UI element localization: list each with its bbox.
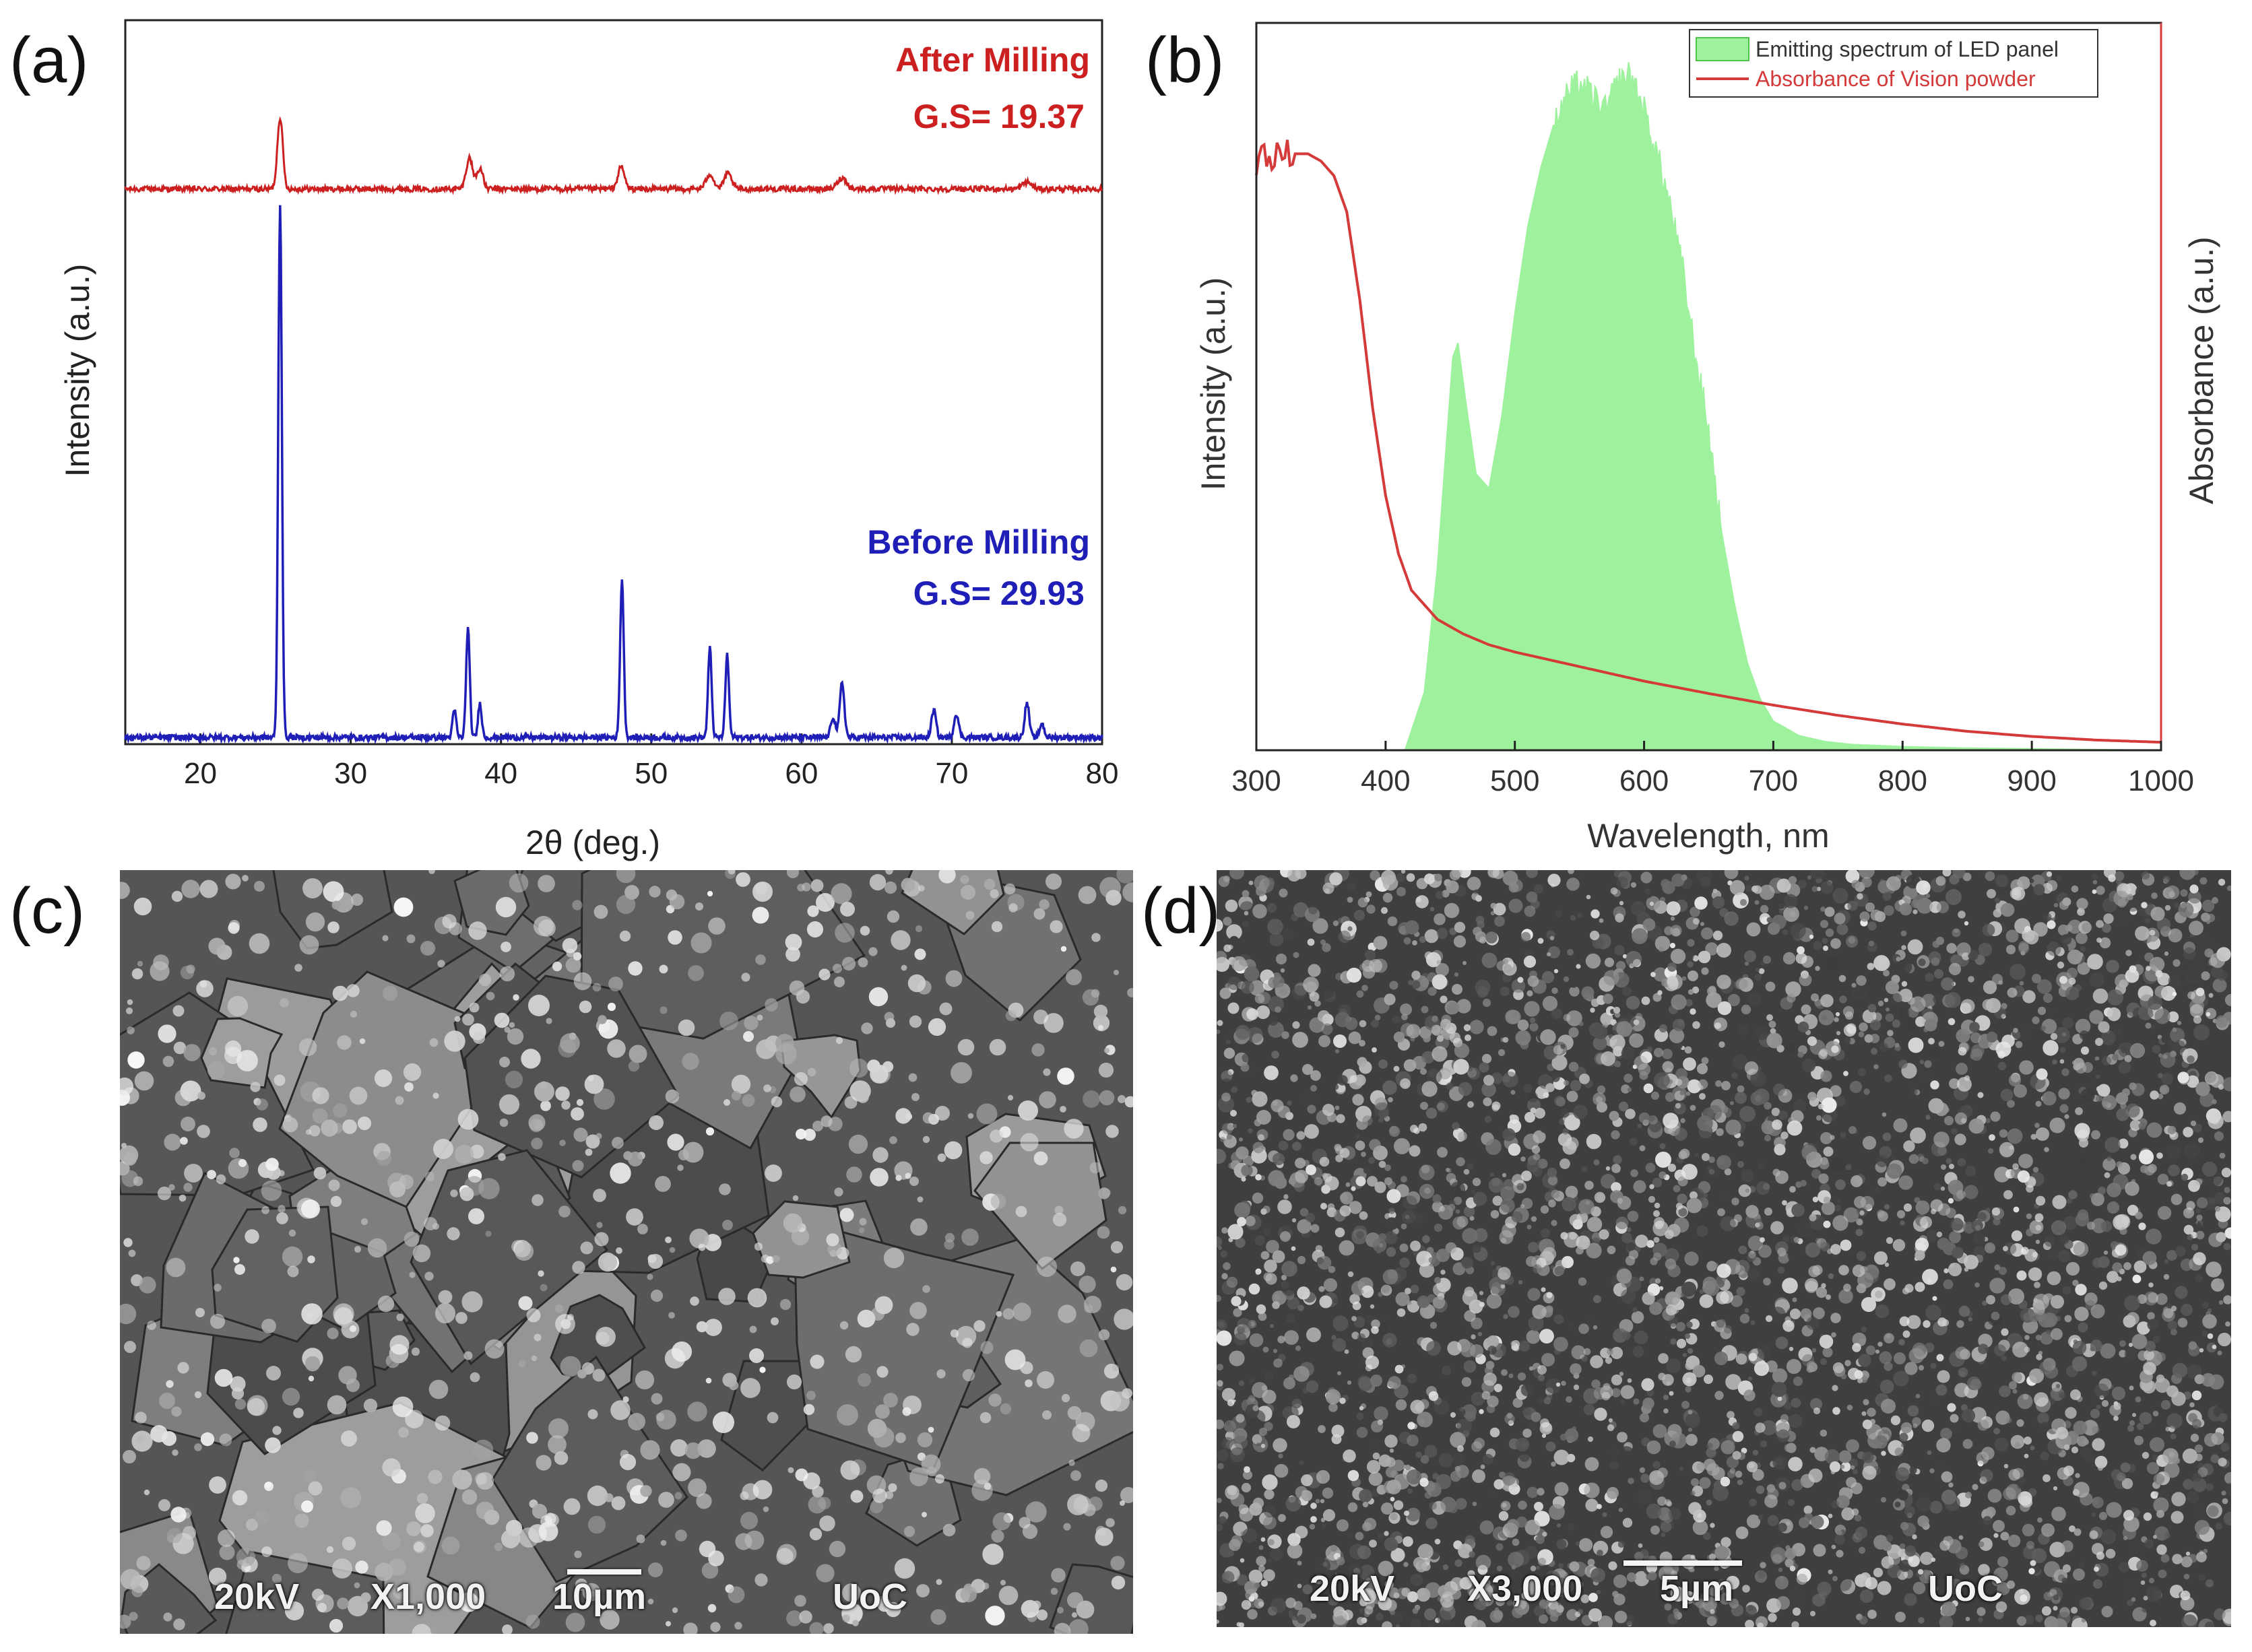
- xrd-x-tick-label-3: 50: [635, 757, 668, 790]
- sem-c-magnification: X1,000: [371, 1577, 486, 1617]
- legend-box: [1689, 29, 2098, 98]
- spectrum-x-tick-label-2: 500: [1490, 764, 1539, 797]
- before-milling-gs: G.S= 29.93: [913, 574, 1085, 612]
- xrd-x-tick-label-1: 30: [334, 757, 367, 790]
- spectrum-y-axis-right-label: Absorbance (a.u.): [2183, 236, 2220, 504]
- spectrum-chart: 300 400 500 600 700 800 900 1000 Emitting spect…: [1194, 22, 2220, 855]
- after-milling-label: After Milling: [895, 41, 1090, 79]
- spectrum-x-tick-label-3: 600: [1619, 764, 1669, 797]
- legend-absorbance-label: Absorbance of Vision powder: [1756, 67, 2036, 91]
- sem-image-c: 20kV X1,000 10µm UoC: [120, 870, 1133, 1634]
- spectrum-x-axis-label: Wavelength, nm: [1587, 817, 1829, 855]
- legend-emission-label: Emitting spectrum of LED panel: [1756, 37, 2059, 61]
- xrd-x-tick-label-6: 80: [1086, 757, 1119, 790]
- sem-d-voltage: 20kV: [1310, 1568, 1395, 1609]
- sem-d-lab: UoC: [1928, 1568, 2003, 1609]
- xrd-x-tick-label-2: 40: [484, 757, 517, 790]
- before-milling-line: [124, 205, 1103, 745]
- spectrum-x-tick-label-5: 800: [1878, 764, 1927, 797]
- spectrum-x-tick-label-1: 400: [1361, 764, 1410, 797]
- spectrum-y-axis-left-label: Intensity (a.u.): [1194, 277, 1232, 491]
- panel-label-d: (d): [1141, 875, 1221, 947]
- spectrum-x-tick-label-4: 700: [1749, 764, 1798, 797]
- spectrum-x-tick-label-6: 900: [2007, 764, 2056, 797]
- sem-c-scale-label: 10µm: [552, 1577, 647, 1617]
- sem-texture-d: [1217, 870, 2231, 1627]
- sem-texture-c: [120, 870, 1133, 1634]
- spectrum-x-tick-label-0: 300: [1231, 764, 1281, 797]
- sem-d-scale-label: 5µm: [1660, 1568, 1734, 1609]
- led-emission-area: [1404, 62, 2161, 751]
- spectrum-x-tick-label-7: 1000: [2128, 764, 2194, 797]
- xrd-x-tick-label-0: 20: [184, 757, 217, 790]
- after-milling-line: [124, 116, 1103, 195]
- xrd-x-axis-label: 2θ (deg.): [525, 824, 660, 861]
- legend: Emitting spectrum of LED panel Absorbanc…: [1689, 29, 2098, 98]
- sem-d-scale-bar: [1623, 1560, 1742, 1566]
- before-milling-label: Before Milling: [867, 523, 1090, 561]
- panel-label-c: (c): [9, 875, 85, 947]
- xrd-x-ticks: 20 30 40 50 60 70 80: [184, 733, 1118, 790]
- xrd-chart: 20 30 40 50 60 70 80 After Milling G.S= 19.37 …: [59, 19, 1118, 861]
- panel-label-a: (a): [9, 24, 89, 96]
- xrd-x-tick-label-4: 60: [785, 757, 818, 790]
- legend-emission-swatch: [1696, 37, 1749, 61]
- after-milling-gs: G.S= 19.37: [913, 98, 1085, 135]
- sem-c-scale-bar: [567, 1569, 641, 1575]
- spectrum-x-ticks: 300 400 500 600 700 800 900 1000: [1231, 741, 2194, 797]
- panel-label-b: (b): [1145, 24, 1225, 96]
- xrd-y-axis-label: Intensity (a.u.): [59, 264, 96, 477]
- sem-d-magnification: X3,000: [1467, 1568, 1583, 1609]
- xrd-x-tick-label-5: 70: [935, 757, 968, 790]
- sem-c-lab: UoC: [833, 1577, 907, 1617]
- sem-image-d: 20kV X3,000 5µm UoC: [1217, 870, 2231, 1627]
- xrd-plot-frame: [124, 19, 1103, 746]
- sem-c-voltage: 20kV: [214, 1577, 300, 1617]
- absorbance-line: [1255, 139, 2162, 744]
